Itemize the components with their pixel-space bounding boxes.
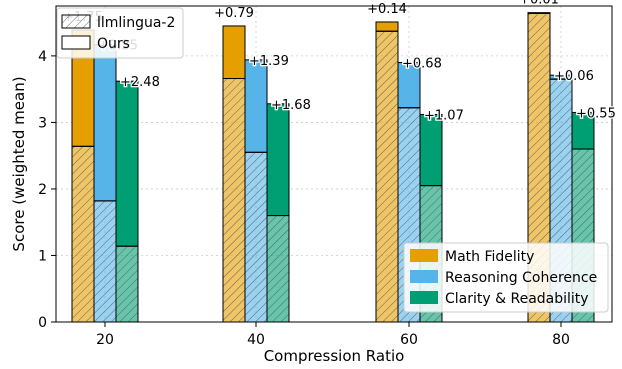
bars <box>71 12 595 323</box>
bar-baseline-hatch <box>244 151 268 323</box>
legend-series-swatch <box>410 249 438 262</box>
delta-label: +0.06 <box>554 69 594 84</box>
plot-frame <box>55 5 613 323</box>
bar-ours-gain <box>222 25 246 80</box>
legend-label-baseline: llmlingua-2 <box>97 15 175 31</box>
x-tick-label: 60 <box>400 332 418 348</box>
y-tick-label: 1 <box>38 248 47 264</box>
delta-label: +0.55 <box>576 106 616 121</box>
legends: llmlingua-2 Ours Math Fidelity Reasoning Co… <box>56 7 609 313</box>
bar-ours-gain <box>419 113 443 187</box>
x-axis-label: Compression Ratio <box>264 347 405 365</box>
delta-label: +0.68 <box>402 57 442 72</box>
delta-label: +0.14 <box>367 2 407 17</box>
legend-series-label: Clarity & Readability <box>445 291 589 307</box>
legend-series-label: Math Fidelity <box>445 249 534 265</box>
y-axis-label: Score (weighted mean) <box>10 76 28 251</box>
delta-label: +1.39 <box>249 54 289 69</box>
legend-label-ours: Ours <box>97 36 130 52</box>
bar-ours-gain <box>244 59 268 153</box>
y-tick-label: 2 <box>38 182 47 198</box>
legend-solid-swatch <box>61 35 91 50</box>
x-tick-label: 80 <box>552 332 570 348</box>
delta-label: +1.68 <box>271 98 311 113</box>
x-tick-label: 40 <box>247 332 265 348</box>
bar-baseline-hatch <box>375 30 399 323</box>
legend-series-label: Reasoning Coherence <box>445 270 597 286</box>
bar-baseline-hatch <box>115 245 139 323</box>
delta-label: +0.79 <box>214 6 254 21</box>
bar-ours-gain <box>93 44 117 202</box>
axes: 0 1 2 3 4 20 40 60 80 Compression Ratio Score (wei… <box>10 5 613 365</box>
y-tick-label: 3 <box>38 115 47 131</box>
data-labels: +1.75+2.35+2.48+0.79+1.39+1.68+0.14+0.68… <box>63 0 617 125</box>
legend-series-swatch <box>410 270 438 283</box>
bar-baseline-hatch <box>222 78 246 323</box>
x-tick-label: 20 <box>96 332 114 348</box>
bar-baseline-hatch <box>93 200 117 323</box>
series-legend-box <box>403 242 609 313</box>
y-tick-label: 0 <box>38 315 47 331</box>
bar-ours-gain <box>115 80 139 247</box>
legend-hatched-swatch <box>61 14 91 29</box>
y-tick-label: 4 <box>38 49 47 65</box>
delta-label: +2.48 <box>120 75 160 90</box>
bar-ours-gain <box>266 103 290 217</box>
bar-baseline-hatch <box>266 215 290 323</box>
delta-label: +0.01 <box>519 0 559 8</box>
legend-series-swatch <box>410 291 438 304</box>
bar-ours-gain <box>375 21 399 32</box>
delta-label: +1.07 <box>424 108 464 123</box>
bar-baseline-hatch <box>71 145 95 323</box>
